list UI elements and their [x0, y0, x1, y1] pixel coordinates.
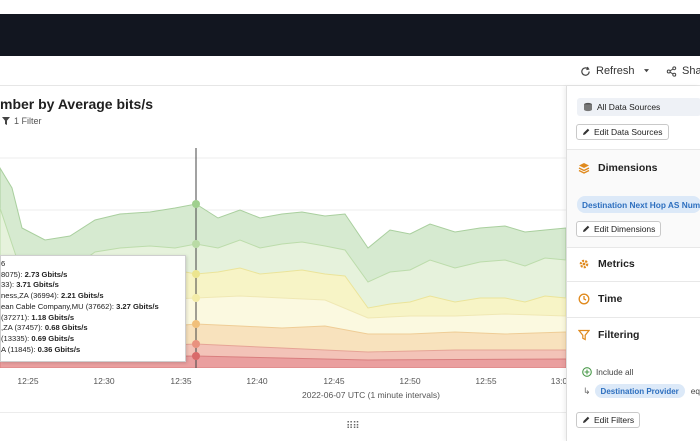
hover-point — [192, 294, 200, 302]
time-section[interactable]: Time — [567, 282, 700, 318]
share-button[interactable]: Sha — [666, 62, 700, 80]
share-label: Sha — [682, 65, 700, 77]
filter-rule: ↳ Destination Provider equa — [583, 384, 700, 398]
x-tick-label: 12:30 — [93, 376, 115, 386]
tooltip-row: ness,ZA (36994): 2.21 Gbits/s — [1, 291, 104, 301]
tooltip-row: ean Cable Company,MU (37662): 3.27 Gbits… — [1, 301, 159, 311]
refresh-options-caret[interactable] — [644, 62, 654, 80]
x-tick-label: 12:35 — [170, 376, 192, 386]
funnel-icon — [578, 329, 590, 341]
tooltip-row: ,ZA (37457): 0.68 Gbits/s — [1, 323, 88, 333]
refresh-button[interactable]: Refresh — [580, 62, 635, 80]
data-sources-section: All Data Sources Edit Data Sources — [567, 86, 700, 150]
include-all-label: Include all — [596, 367, 634, 377]
drag-handle-icon[interactable]: ⠿⠿ — [346, 421, 360, 432]
edit-data-sources-button[interactable]: Edit Data Sources — [576, 124, 669, 140]
tooltip-row: 8075): 2.73 Gbits/s — [1, 269, 68, 279]
database-icon — [584, 102, 592, 112]
time-heading-label: Time — [598, 293, 623, 305]
hover-point — [192, 270, 200, 278]
pencil-icon — [583, 416, 590, 423]
include-all-toggle[interactable]: Include all — [582, 367, 633, 377]
filter-badge[interactable]: 1 Filter — [2, 116, 42, 126]
data-sources-pill[interactable]: All Data Sources — [577, 98, 700, 116]
gear-icon — [579, 259, 589, 269]
x-tick-label: 12:55 — [475, 376, 497, 386]
dimensions-heading[interactable]: Dimensions — [578, 162, 658, 174]
filtering-heading[interactable]: Filtering — [578, 329, 639, 341]
x-axis: 12:25 12:30 12:35 12:40 12:45 12:50 12:5… — [0, 376, 568, 390]
tooltip-row: 33): 3.71 Gbits/s — [1, 280, 59, 290]
clock-icon — [578, 293, 590, 305]
hover-point — [192, 200, 200, 208]
share-icon — [666, 65, 677, 77]
edit-filters-label: Edit Filters — [594, 415, 635, 425]
edit-data-sources-label: Edit Data Sources — [594, 127, 663, 137]
edit-filters-button[interactable]: Edit Filters — [576, 412, 641, 428]
x-tick-label: 13:0 — [550, 376, 568, 386]
dimensions-heading-label: Dimensions — [598, 162, 658, 174]
filter-field-chip[interactable]: Destination Provider — [594, 384, 685, 398]
refresh-icon — [581, 66, 590, 76]
hover-point — [192, 320, 200, 328]
branch-arrow-icon: ↳ — [583, 385, 591, 396]
hover-point — [192, 352, 200, 360]
x-tick-label: 12:25 — [17, 376, 39, 386]
dimension-chip[interactable]: Destination Next Hop AS Num — [577, 196, 700, 213]
tooltip-row: A (11845): 0.36 Gbits/s — [1, 344, 81, 354]
x-tick-label: 12:50 — [399, 376, 421, 386]
filter-icon — [2, 117, 10, 125]
toolbar: Refresh Sha — [0, 56, 700, 86]
filtering-section: Filtering — [567, 318, 700, 441]
time-heading: Time — [578, 293, 622, 305]
layers-icon — [578, 163, 590, 174]
filter-badge-label: 1 Filter — [14, 116, 42, 126]
pencil-icon — [583, 128, 590, 135]
filter-operator: equa — [690, 386, 700, 396]
tooltip-row: (37271): 1.18 Gbits/s — [1, 312, 75, 322]
metrics-heading: Metrics — [578, 258, 635, 270]
chart-tooltip: 6 8075): 2.73 Gbits/s 33): 3.71 Gbits/s … — [0, 255, 186, 362]
query-sidebar: All Data Sources Edit Data Sources Dimen… — [566, 86, 700, 441]
refresh-label: Refresh — [596, 65, 635, 77]
plus-circle-icon — [582, 367, 592, 377]
caret-down-icon — [644, 69, 649, 73]
hover-point — [192, 240, 200, 248]
edit-dimensions-button[interactable]: Edit Dimensions — [576, 221, 662, 237]
chart-footer: ⠿⠿ — [0, 412, 566, 441]
metrics-section[interactable]: Metrics — [567, 248, 700, 282]
x-axis-caption: 2022-06-07 UTC (1 minute intervals) — [302, 390, 440, 400]
data-sources-label: All Data Sources — [597, 102, 661, 112]
metrics-heading-label: Metrics — [598, 258, 635, 270]
hover-markers — [192, 200, 200, 360]
top-margin — [0, 0, 700, 14]
x-tick-label: 12:45 — [323, 376, 345, 386]
filtering-heading-label: Filtering — [598, 329, 640, 341]
hover-point — [192, 340, 200, 348]
pencil-icon — [583, 225, 590, 232]
tooltip-row: (13335): 0.69 Gbits/s — [1, 333, 75, 343]
app-header-bar — [0, 14, 700, 56]
tooltip-row: 6 — [1, 259, 6, 268]
x-tick-label: 12:40 — [246, 376, 268, 386]
chart-title: mber by Average bits/s — [0, 96, 154, 112]
edit-dimensions-label: Edit Dimensions — [594, 224, 656, 234]
